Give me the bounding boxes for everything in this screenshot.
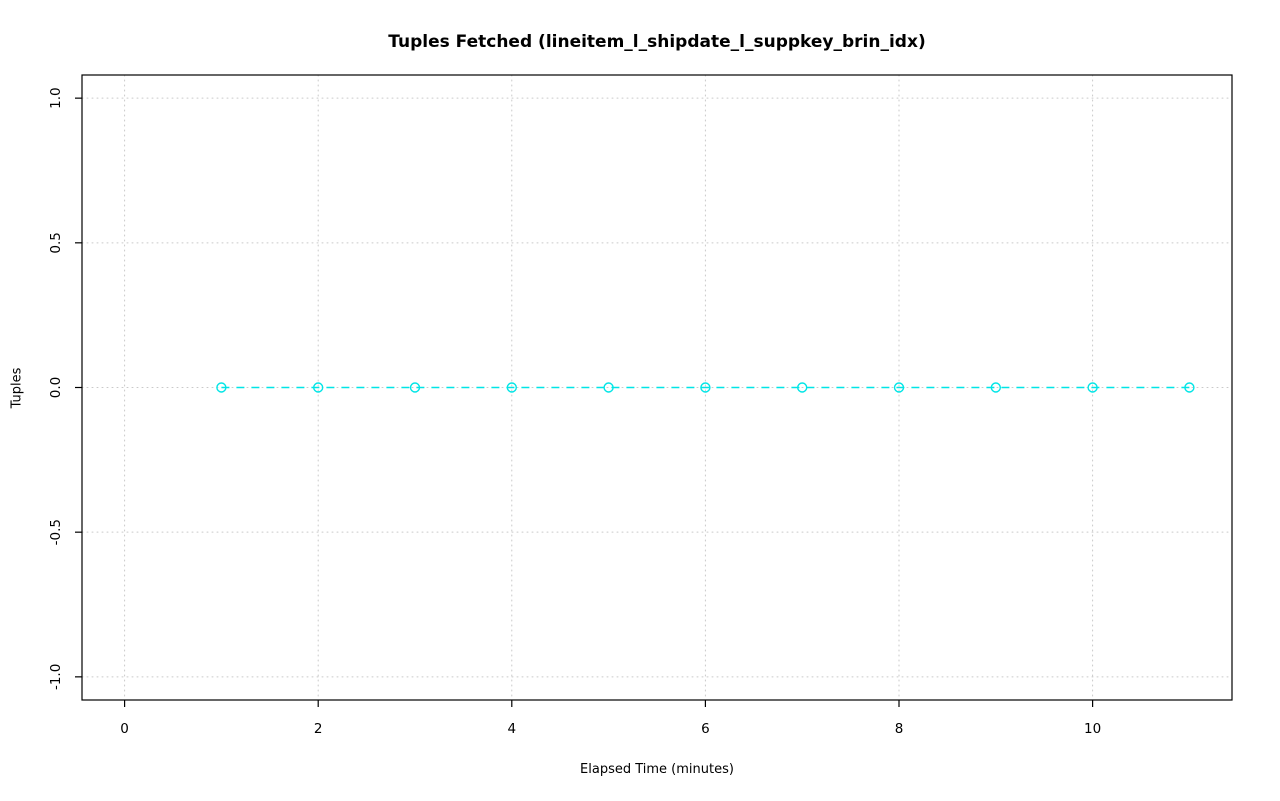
x-tick-label: 4 [508, 721, 517, 737]
data-point [312, 382, 324, 393]
data-point [1087, 382, 1098, 393]
data-point [603, 382, 614, 393]
y-tick-label: -0.5 [48, 519, 64, 545]
data-point [797, 382, 808, 393]
x-axis-label: Elapsed Time (minutes) [580, 762, 734, 777]
y-tick-label: 1.0 [48, 87, 64, 108]
data-point [893, 382, 905, 393]
x-tick-label: 8 [895, 721, 904, 737]
y-tick-label: 0.5 [48, 232, 64, 253]
x-tick-label: 0 [120, 721, 129, 737]
data-point [1184, 382, 1195, 393]
x-tick-label: 2 [314, 721, 323, 737]
y-tick-label: -1.0 [48, 664, 64, 690]
data-point [990, 382, 1002, 393]
data-point [216, 382, 227, 393]
chart-title: Tuples Fetched (lineitem_l_shipdate_l_su… [388, 32, 926, 52]
y-tick-label: 0.0 [48, 377, 64, 398]
y-axis-label: Tuples [9, 367, 25, 409]
data-point [409, 382, 421, 393]
data-point [506, 382, 517, 393]
x-tick-label: 6 [701, 721, 710, 737]
x-tick-label: 10 [1084, 721, 1101, 737]
data-point [700, 382, 711, 393]
